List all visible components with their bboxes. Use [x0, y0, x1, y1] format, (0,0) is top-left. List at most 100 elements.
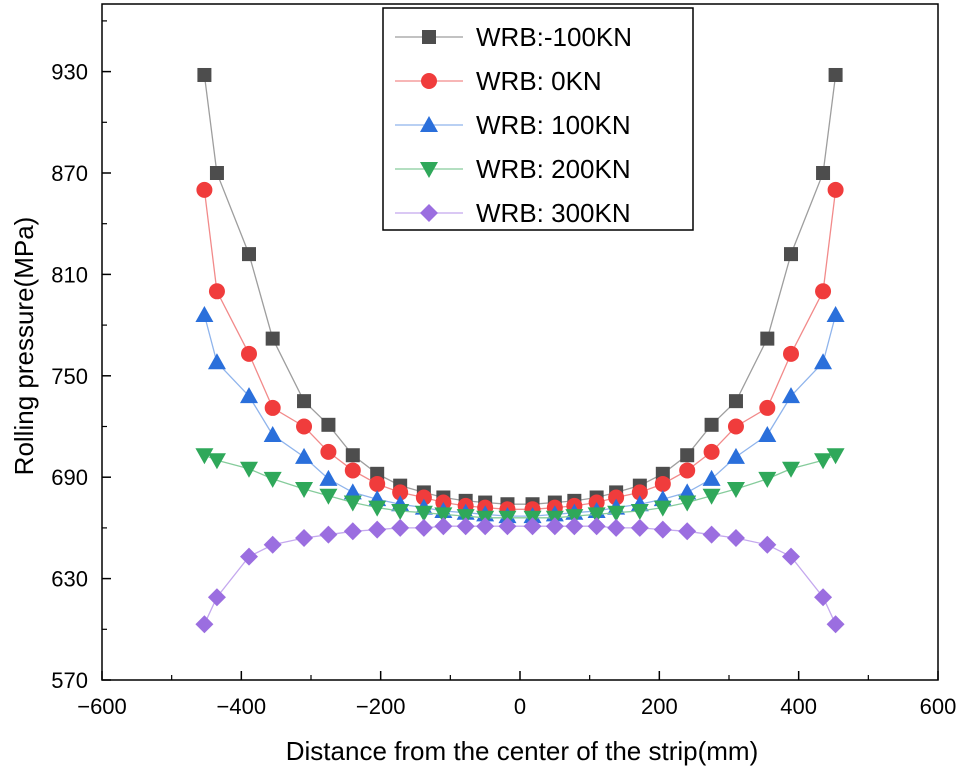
data-point — [239, 461, 258, 478]
axes: −600 −400 −200 0 200 400 600 570 630 690 750 810 870… — [9, 3, 957, 766]
data-point — [782, 547, 801, 566]
data-point — [565, 509, 584, 526]
data-point — [392, 484, 409, 501]
data-point — [391, 518, 410, 537]
data-point — [814, 453, 833, 470]
data-point — [241, 247, 256, 262]
data-point — [297, 394, 312, 409]
data-point — [207, 453, 226, 470]
series-wrb-100kn — [197, 67, 843, 512]
legend-label: WRB: 0KN — [476, 66, 602, 96]
y-tick-label: 870 — [51, 161, 88, 186]
data-point — [782, 461, 801, 478]
data-point — [704, 417, 719, 432]
data-point — [414, 518, 433, 537]
series-wrb100kn — [195, 305, 845, 524]
data-point — [654, 475, 671, 492]
data-point — [476, 517, 495, 536]
x-axis-title: Distance from the center of the strip(mm… — [286, 736, 758, 766]
data-point — [207, 588, 226, 607]
data-point — [702, 488, 721, 505]
data-point — [679, 462, 696, 479]
data-point — [758, 471, 777, 488]
data-point — [703, 443, 720, 460]
data-point — [702, 469, 721, 486]
data-point — [295, 482, 314, 499]
data-point — [295, 447, 314, 464]
data-point — [816, 166, 831, 180]
data-point — [678, 483, 697, 500]
data-point — [195, 448, 214, 465]
data-point — [726, 529, 745, 548]
data-point — [814, 353, 833, 370]
data-point — [827, 181, 844, 198]
data-point — [826, 448, 845, 465]
legend-item: WRB: 0KN — [395, 66, 602, 96]
data-point — [728, 394, 743, 409]
series-line — [203, 189, 837, 510]
data-point — [369, 475, 386, 492]
series-wrb300kn — [195, 517, 845, 634]
data-point — [784, 247, 799, 262]
data-point — [758, 535, 777, 554]
data-point — [828, 67, 843, 82]
data-point — [826, 305, 845, 322]
data-point — [320, 443, 337, 460]
data-point — [319, 469, 338, 486]
data-point — [607, 505, 626, 522]
legend: WRB:-100KN WRB: 0KN WRB: 100KN WRB: 200KN WR… — [382, 7, 694, 231]
x-tick-label: −400 — [217, 694, 267, 719]
data-point — [726, 447, 745, 464]
y-tick-label: 630 — [51, 567, 88, 592]
data-point — [678, 495, 697, 512]
legend-marker — [421, 73, 437, 89]
series-line — [204, 454, 836, 519]
data-point — [391, 504, 410, 520]
data-point — [264, 399, 281, 416]
data-point — [196, 181, 213, 198]
data-point — [321, 417, 336, 432]
series-line — [203, 74, 837, 505]
data-point — [197, 67, 212, 82]
data-point — [456, 509, 475, 526]
data-point — [608, 489, 625, 506]
data-point — [195, 615, 214, 634]
legend-box — [382, 7, 694, 231]
data-point — [630, 504, 649, 520]
data-point — [587, 517, 606, 536]
data-point — [653, 520, 672, 539]
data-point — [295, 529, 314, 548]
data-point — [826, 615, 845, 634]
data-point — [680, 448, 695, 463]
x-tick-label: −600 — [77, 694, 127, 719]
series-line — [203, 314, 837, 517]
legend-marker — [420, 116, 438, 132]
legend-label: WRB: 300KN — [476, 198, 631, 228]
data-point — [758, 425, 777, 442]
data-point — [319, 525, 338, 544]
y-axis-title: Rolling pressure(MPa) — [9, 217, 39, 476]
data-point — [343, 495, 362, 512]
legend-label: WRB: 100KN — [476, 110, 631, 140]
x-tick-label: 200 — [641, 694, 678, 719]
data-point — [434, 517, 453, 536]
data-point — [319, 488, 338, 505]
y-tick-label: 810 — [51, 262, 88, 287]
data-point — [240, 345, 257, 362]
legend-marker — [422, 30, 436, 44]
data-point — [239, 387, 258, 404]
x-tick-label: 400 — [780, 694, 817, 719]
data-point — [343, 483, 362, 500]
legend-item: WRB:-100KN — [395, 22, 632, 52]
data-point — [523, 517, 542, 536]
data-point — [207, 353, 226, 370]
data-point — [208, 283, 225, 300]
data-point — [498, 517, 517, 536]
data-point — [296, 418, 313, 435]
x-tick-label: 600 — [920, 694, 957, 719]
data-point — [653, 500, 672, 517]
data-point — [760, 331, 775, 346]
data-point — [759, 399, 776, 416]
data-point — [587, 507, 606, 524]
data-point — [702, 525, 721, 544]
